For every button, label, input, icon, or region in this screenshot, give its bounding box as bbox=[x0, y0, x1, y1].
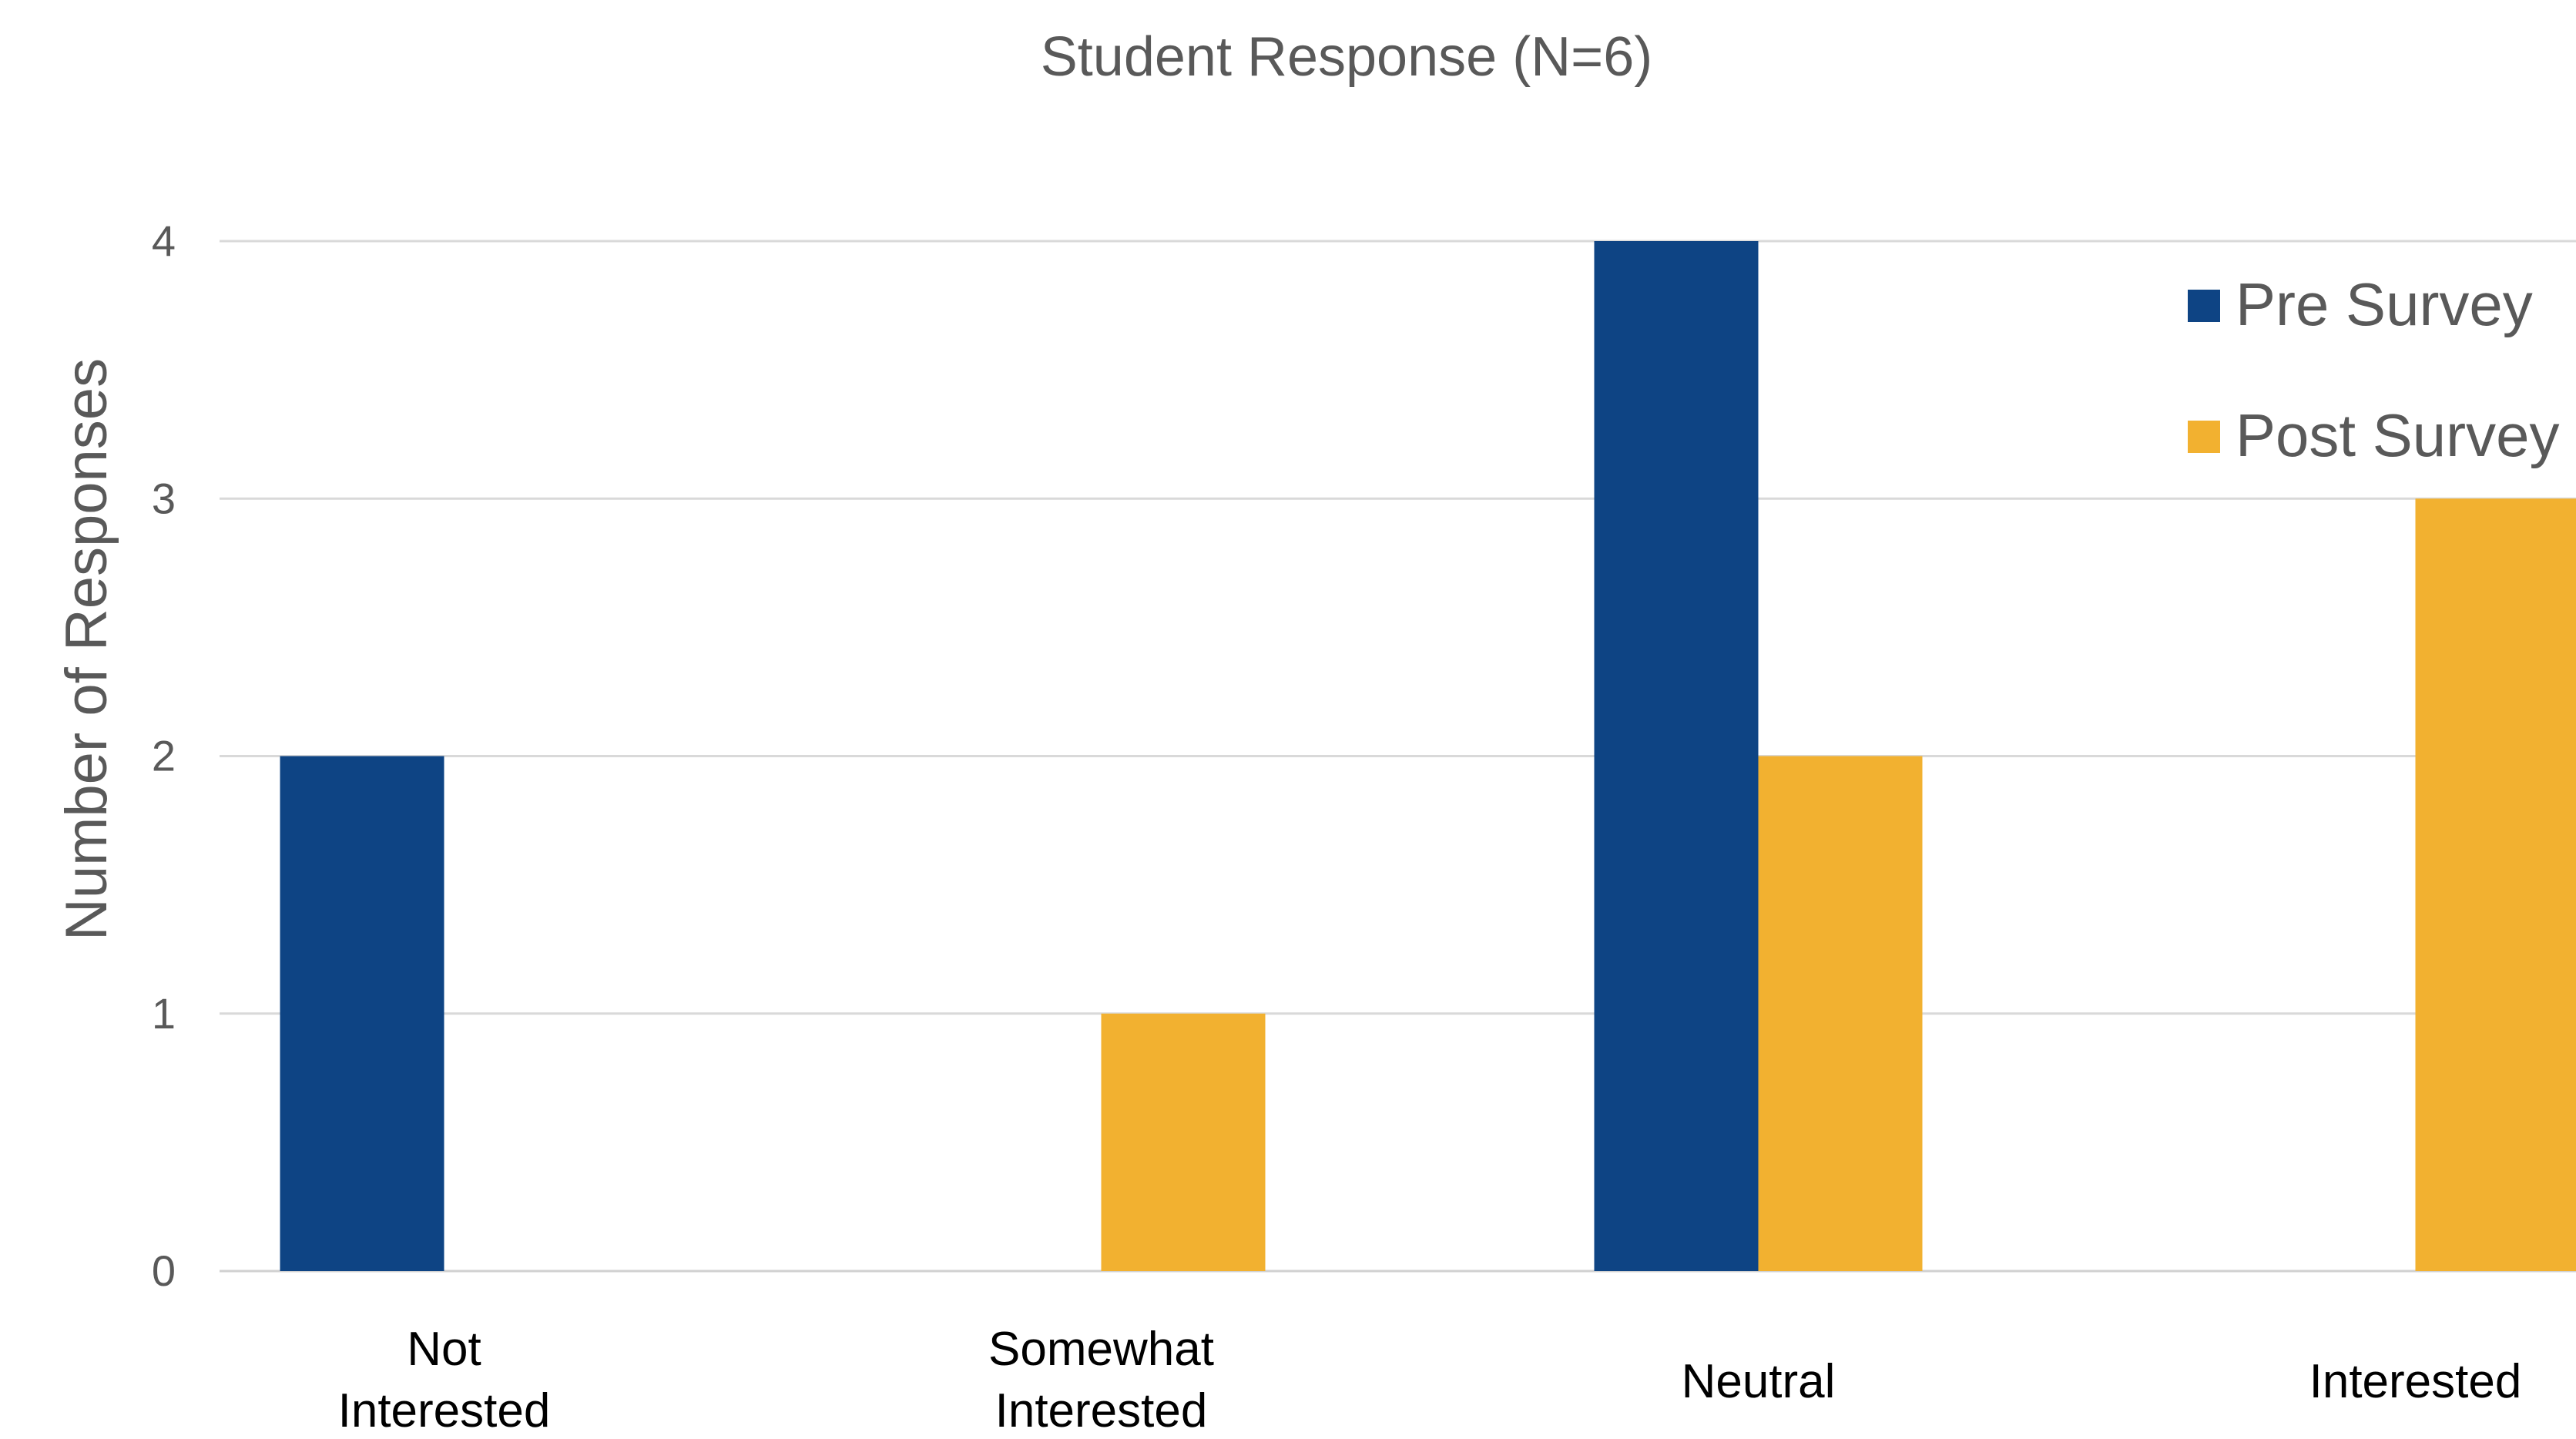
x-tick-label: Interested bbox=[995, 1384, 1208, 1437]
gridlines bbox=[220, 240, 2576, 1273]
x-axis-labels: Not Interested Somewhat Interested Neutral In… bbox=[338, 1323, 2522, 1437]
y-tick-label: 2 bbox=[152, 732, 176, 780]
y-tick-label: 1 bbox=[152, 989, 176, 1038]
x-tick-label: Not bbox=[407, 1323, 481, 1376]
legend: Pre Survey Post Survey bbox=[2188, 270, 2560, 469]
chart-title: Student Response (N=6) bbox=[1041, 26, 1652, 88]
legend-label: Post Survey bbox=[2236, 401, 2560, 469]
legend-swatch bbox=[2188, 290, 2220, 322]
bar-post-survey-3 bbox=[2415, 498, 2576, 1271]
y-tick-label: 4 bbox=[152, 216, 176, 265]
legend-swatch bbox=[2188, 421, 2220, 453]
bar-pre-survey-2 bbox=[1594, 241, 1759, 1271]
legend-label: Pre Survey bbox=[2236, 270, 2533, 338]
x-tick-label: Somewhat bbox=[988, 1323, 1214, 1376]
bar-post-survey-1 bbox=[1101, 1013, 1266, 1271]
y-axis-ticks: 0 1 2 3 4 bbox=[152, 216, 176, 1295]
x-tick-label: Neutral bbox=[1682, 1355, 1836, 1408]
bar-pre-survey-0 bbox=[280, 756, 444, 1271]
bar-post-survey-2 bbox=[1758, 756, 1923, 1271]
x-tick-label: Interested bbox=[338, 1384, 551, 1437]
y-tick-label: 3 bbox=[152, 474, 176, 522]
bars bbox=[280, 241, 2576, 1271]
x-tick-label: Interested bbox=[2309, 1355, 2522, 1408]
y-axis-label: Number of Responses bbox=[54, 358, 119, 941]
y-tick-label: 0 bbox=[152, 1246, 176, 1295]
